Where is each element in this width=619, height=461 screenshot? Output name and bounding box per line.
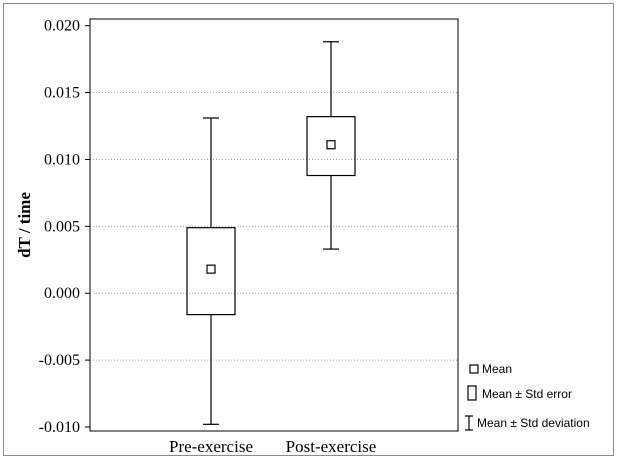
legend-se-label: Mean ± Std error — [482, 387, 572, 401]
y-tick-label: 0.020 — [44, 18, 80, 35]
se-box — [306, 116, 356, 177]
y-tick-label: 0.005 — [44, 218, 80, 235]
legend-mean-swatch — [469, 364, 479, 374]
grid-layer — [90, 92, 458, 361]
chart-frame — [3, 3, 614, 456]
legend: Mean Mean ± Std error Mean ± Std deviati… — [465, 362, 590, 431]
box-group — [306, 41, 356, 250]
plot-area — [89, 18, 459, 432]
box-marks — [186, 41, 356, 425]
se-box — [186, 227, 236, 316]
y-tick-label: 0.015 — [44, 85, 80, 102]
mean-marker — [326, 140, 336, 150]
legend-mean-label: Mean — [482, 362, 512, 376]
x-category-label: Pre-exercise — [169, 437, 253, 456]
mean-marker — [206, 264, 216, 274]
y-tick-label: 0.010 — [44, 151, 80, 168]
y-tick-labels: 0.020 0.015 0.010 0.005 0.000 -0.005 -0.010 — [39, 18, 90, 436]
y-axis-title: dT / time — [15, 192, 34, 258]
y-tick-label: -0.010 — [39, 419, 80, 436]
x-category-label: Post-exercise — [286, 437, 377, 456]
legend-se-swatch — [467, 385, 477, 401]
y-tick-label: 0.000 — [44, 285, 80, 302]
y-tick-label: -0.005 — [39, 352, 80, 369]
x-category-labels: Pre-exercise Post-exercise — [169, 437, 376, 456]
legend-sd-swatch — [465, 415, 473, 431]
box-group — [186, 117, 236, 425]
legend-sd-label: Mean ± Std deviation — [477, 416, 590, 430]
